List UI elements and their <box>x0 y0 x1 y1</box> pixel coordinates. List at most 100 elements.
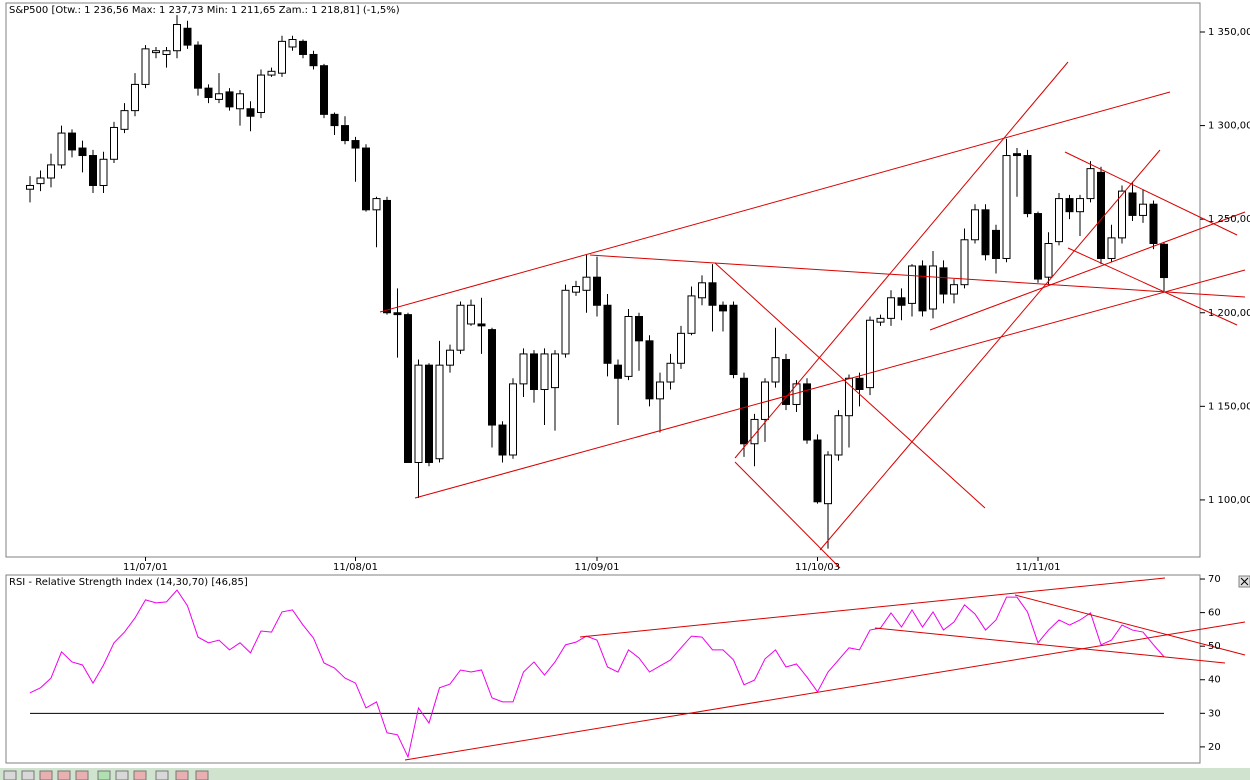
y-tick-label: 1 150,00 <box>1208 401 1250 412</box>
candle-body <box>341 125 349 142</box>
candle-body <box>1055 198 1063 243</box>
candle-body <box>1013 153 1021 157</box>
trendline <box>734 461 841 569</box>
candle-body <box>509 383 517 456</box>
candle-body <box>173 24 181 52</box>
candle-body <box>939 267 948 295</box>
candle-body <box>845 377 853 417</box>
candle-body <box>782 359 790 405</box>
candle-body <box>1139 203 1147 216</box>
candle-body <box>1160 243 1168 279</box>
candle-body <box>330 113 339 127</box>
candle-body <box>666 362 675 383</box>
candle-body <box>278 40 286 74</box>
candle-body <box>204 87 213 99</box>
candle-body <box>257 74 265 113</box>
candle-body <box>120 110 129 130</box>
candle-body <box>393 312 402 316</box>
candle-body <box>446 349 454 366</box>
price-panel <box>5 2 1201 558</box>
candle-body <box>1107 237 1116 259</box>
trendline <box>579 577 1166 638</box>
toolbar-button[interactable] <box>133 770 147 780</box>
x-tick-label: 11/07/01 <box>123 562 168 573</box>
trendline <box>1064 151 1238 236</box>
trendline <box>589 254 1246 298</box>
toolbar-button[interactable] <box>39 770 53 780</box>
candle-body <box>225 91 234 108</box>
candle-body <box>1065 198 1074 213</box>
candle-body <box>698 282 706 299</box>
marks <box>26 15 1205 759</box>
candle-body <box>929 265 937 310</box>
toolbar-button[interactable] <box>75 770 89 780</box>
close-button[interactable] <box>1238 575 1250 588</box>
y-tick-label: 1 100,00 <box>1208 495 1250 506</box>
candle-body <box>131 83 139 112</box>
candle-body <box>708 282 717 306</box>
trendline <box>734 61 1069 459</box>
candle-body <box>866 319 874 389</box>
candle-body <box>36 177 45 185</box>
candle-body <box>719 304 727 312</box>
candle-body <box>47 164 55 179</box>
candle-body <box>824 454 832 505</box>
candle-body <box>593 276 601 306</box>
y-tick-label: 30 <box>1208 708 1221 719</box>
candle-body <box>803 383 811 441</box>
trendline <box>1067 247 1238 326</box>
candle-body <box>1002 155 1011 259</box>
candle-body <box>194 44 202 89</box>
candle-body <box>519 353 528 385</box>
y-tick-label: 20 <box>1208 742 1221 753</box>
toolbar-button[interactable] <box>195 770 209 780</box>
candle-body <box>645 340 654 400</box>
trendline <box>819 149 1161 551</box>
candle-body <box>78 147 87 157</box>
candle-body <box>918 265 927 312</box>
candle-body <box>750 418 759 445</box>
candle-body <box>1128 192 1137 216</box>
rsi-title: RSI - Relative Strength Index (14,30,70)… <box>9 577 248 588</box>
y-tick-label: 1 300,00 <box>1208 121 1250 132</box>
candle-body <box>897 297 906 306</box>
trendline <box>929 211 1246 331</box>
trendline <box>1014 594 1246 656</box>
x-tick-label: 11/09/01 <box>575 562 620 573</box>
candle-body <box>603 304 612 364</box>
candle-body <box>635 315 643 342</box>
toolbar-button[interactable] <box>115 770 129 780</box>
candle-body <box>414 364 423 463</box>
candle-body <box>236 93 244 110</box>
toolbar-button[interactable] <box>155 770 169 780</box>
candle-body <box>299 40 307 55</box>
trendline <box>414 269 1246 499</box>
y-tick-label: 1 250,00 <box>1208 214 1250 225</box>
candle-body <box>467 304 475 325</box>
candle-body <box>740 377 748 445</box>
y-tick-label: 50 <box>1208 641 1221 652</box>
candle-body <box>551 353 559 389</box>
candle-body <box>1023 155 1032 215</box>
candle-body <box>110 126 118 160</box>
candle-body <box>876 317 885 323</box>
candle-body <box>1086 168 1095 200</box>
candle-body <box>677 332 685 364</box>
candle-body <box>656 381 664 400</box>
toolbar-button[interactable] <box>57 770 71 780</box>
toolbar-button[interactable] <box>175 770 189 780</box>
toolbar-button[interactable] <box>21 770 35 780</box>
candle-body <box>540 353 549 390</box>
candle-body <box>215 93 223 100</box>
candle-body <box>267 70 276 76</box>
toolbar-button[interactable] <box>97 770 111 780</box>
candle-body <box>950 284 958 295</box>
candle-body <box>288 38 297 48</box>
candle-body <box>183 27 192 46</box>
candle-body <box>320 65 328 115</box>
candle-body <box>477 323 486 327</box>
candle-body <box>425 364 433 463</box>
candle-body <box>1149 203 1158 245</box>
toolbar-button[interactable] <box>3 770 17 780</box>
